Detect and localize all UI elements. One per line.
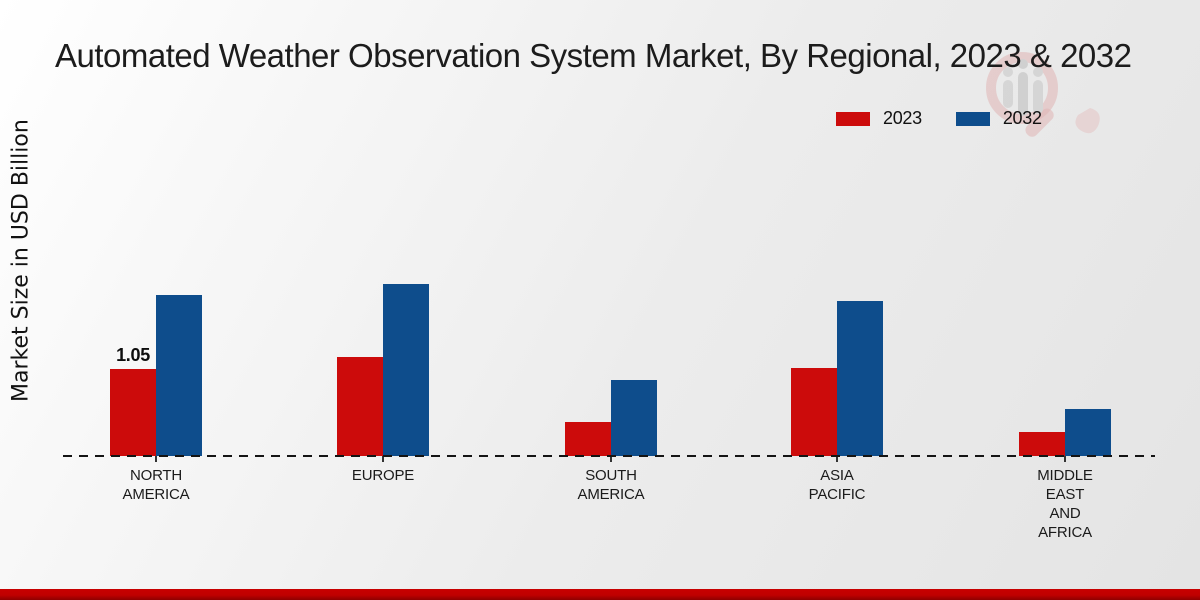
bar-2032-south-america [611, 380, 657, 456]
y-axis-label: Market Size in USD Billion [8, 119, 34, 402]
x-axis-tick-asia-pacific [836, 456, 838, 462]
legend-swatch-2023-icon [836, 111, 870, 126]
x-axis-tick-north-america [155, 456, 157, 462]
legend-label-2023: 2023 [883, 108, 922, 128]
x-axis-category-label-middle-east-and-africa: MIDDLE EAST AND AFRICA [1037, 467, 1093, 541]
legend-item-2032: 2032 [955, 108, 1042, 129]
chart-title: Automated Weather Observation System Mar… [55, 37, 1132, 74]
x-axis-tick-europe [382, 456, 384, 462]
x-axis-tick-south-america [610, 456, 612, 462]
bar-2023-middle-east-and-africa [1019, 432, 1065, 456]
x-axis-tick-middle-east-and-africa [1064, 456, 1066, 462]
bar-2032-north-america [156, 295, 202, 456]
bar-2032-asia-pacific [837, 301, 883, 456]
x-axis-category-label-north-america: NORTH AMERICA [122, 467, 190, 503]
bar-value-label: 1.05 [116, 345, 150, 365]
x-axis-category-label-south-america: SOUTH AMERICA [577, 467, 645, 503]
bar-2032-middle-east-and-africa [1065, 409, 1111, 456]
x-axis-dashed-baseline [63, 455, 1155, 457]
legend-label-2032: 2032 [1002, 108, 1042, 128]
bar-2023-asia-pacific [791, 368, 837, 456]
chart-legend: 2023 2032 [836, 108, 1042, 129]
legend-swatch-2032-icon [955, 111, 990, 126]
x-axis-category-label-asia-pacific: ASIA PACIFIC [808, 467, 866, 503]
bar-2023-south-america [565, 422, 611, 456]
legend-item-2023: 2023 [836, 108, 922, 129]
footer-red-band [0, 589, 1200, 600]
bar-2023-north-america [110, 369, 156, 456]
market-research-magnifier-logo-icon [980, 46, 1120, 151]
x-axis-category-label-europe: EUROPE [351, 467, 415, 484]
bar-2023-europe [337, 357, 383, 456]
bar-2032-europe [383, 284, 429, 456]
